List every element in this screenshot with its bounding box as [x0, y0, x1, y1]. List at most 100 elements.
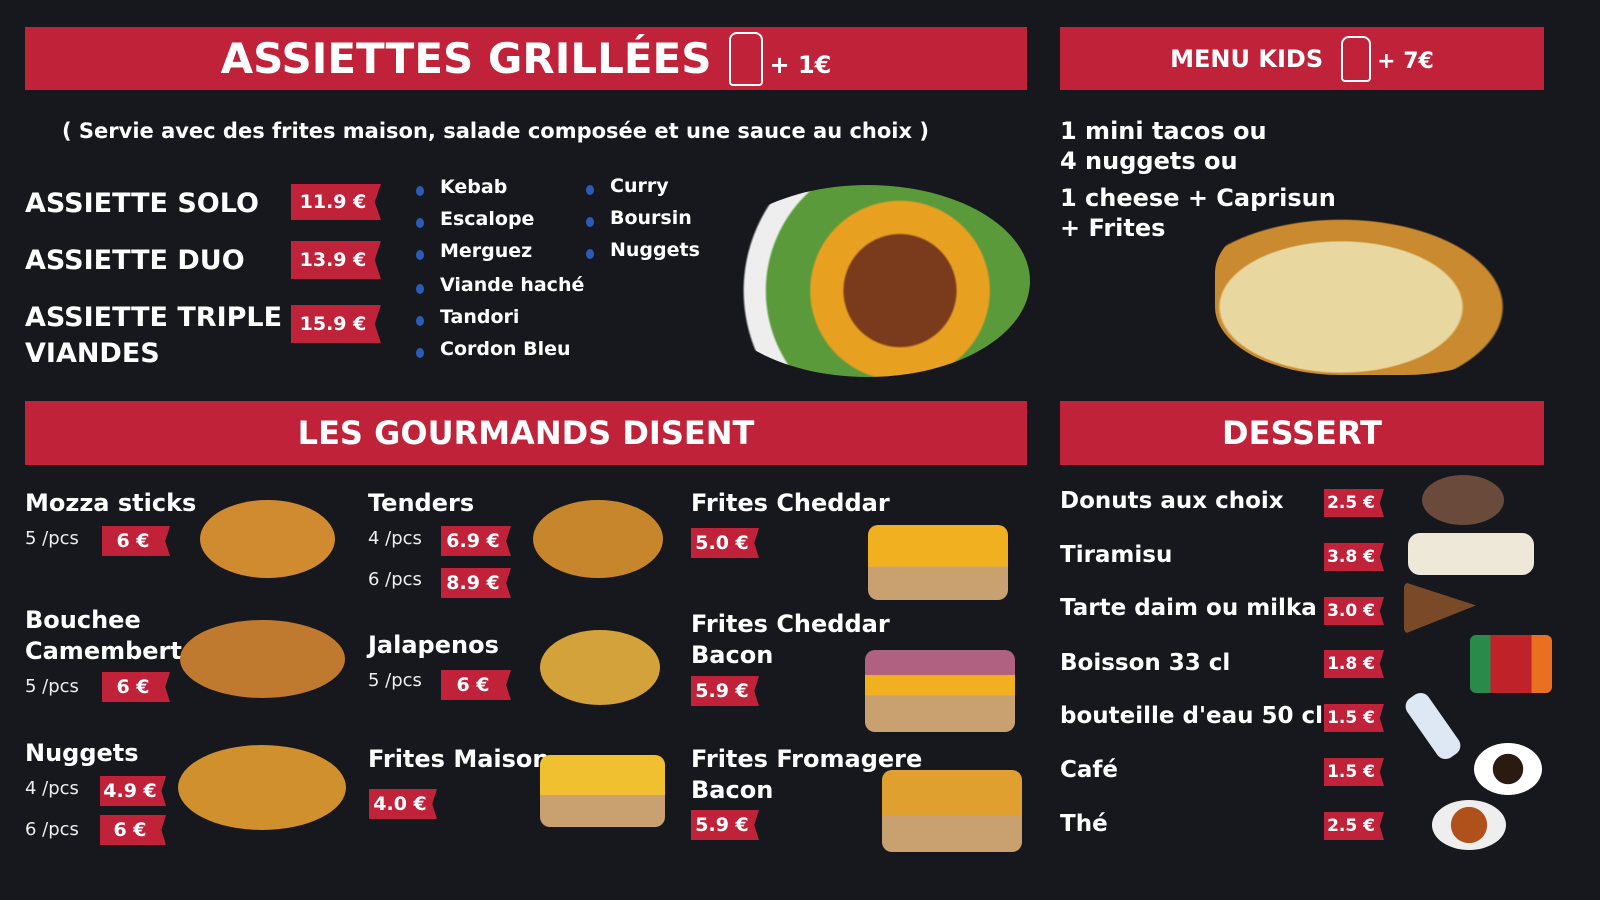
extra-item: Boursin — [586, 207, 692, 229]
bullet-icon — [416, 186, 424, 196]
extra-item: Curry — [586, 175, 669, 197]
price-tag: 3.0 € — [1324, 597, 1384, 625]
kids-title: MENU KIDS — [1170, 44, 1324, 73]
meat-label: Tandori — [440, 306, 520, 328]
water-bottle-image — [1401, 689, 1465, 763]
bullet-icon — [416, 218, 424, 228]
bullet-icon — [416, 250, 424, 260]
meat-item: Cordon Bleu — [416, 338, 571, 360]
price-tag: 5.9 € — [691, 676, 759, 706]
price-tag: 2.5 € — [1324, 489, 1384, 517]
drink-bottle-can-icon — [1341, 35, 1372, 82]
meat-label: Viande haché — [440, 274, 585, 296]
dessert-item: Café — [1060, 757, 1119, 783]
meat-label: Cordon Bleu — [440, 338, 571, 360]
extra-item: Nuggets — [586, 239, 700, 261]
dessert-title: DESSERT — [1222, 414, 1382, 452]
drink-bottle-can-icon — [729, 31, 764, 86]
dessert-item: bouteille d'eau 50 cl — [1060, 703, 1324, 729]
assiette-solo: ASSIETTE SOLO — [25, 188, 259, 219]
price-tag: 5.9 € — [691, 810, 759, 840]
price-tag: 6.9 € — [441, 526, 511, 556]
extras-list: Curry Boursin Nuggets — [586, 175, 706, 275]
kids-line: 4 nuggets ou — [1060, 147, 1238, 175]
meat-item: Kebab — [416, 176, 507, 198]
gourmands-title: LES GOURMANDS DISENT — [297, 414, 755, 452]
meat-label: Escalope — [440, 208, 535, 230]
dessert-banner: DESSERT — [1060, 401, 1544, 465]
assiettes-subtitle: ( Servie avec des frites maison, salade … — [62, 119, 929, 143]
price-tag: 1.5 € — [1324, 758, 1384, 786]
item-name: Tenders — [368, 489, 475, 517]
assiette-duo: ASSIETTE DUO — [25, 245, 245, 276]
nuggets-image — [178, 745, 346, 830]
price-tag: 5.0 € — [691, 528, 759, 558]
item-pcs: 5 /pcs — [368, 670, 422, 691]
tarte-image — [1404, 582, 1476, 634]
price-tag: 6 € — [441, 670, 511, 700]
bullet-icon — [586, 249, 594, 259]
item-name: Frites Cheddar Bacon — [691, 610, 890, 669]
meat-item: Tandori — [416, 306, 519, 328]
assiettes-title: ASSIETTES GRILLÉES — [220, 34, 712, 83]
price-tag: 11.9 € — [291, 184, 381, 220]
drink-extra-price: + 1€ — [769, 50, 832, 79]
frites-fromagere-bacon-image — [882, 770, 1022, 852]
frites-cheddar-bacon-image — [865, 650, 1015, 732]
dessert-item: Tarte daim ou milka — [1060, 595, 1317, 621]
item-name: Jalapenos — [368, 631, 499, 659]
frites-cheddar-image — [868, 525, 1008, 600]
tea-cup-image — [1432, 800, 1506, 850]
assiettes-banner: ASSIETTES GRILLÉES + 1€ — [25, 27, 1027, 90]
dessert-item: Tiramisu — [1060, 542, 1173, 568]
mozza-sticks-image — [200, 500, 335, 578]
bullet-icon — [416, 316, 424, 326]
tenders-image — [533, 500, 663, 578]
price-tag: 2.5 € — [1324, 812, 1384, 840]
meat-item: Viande haché — [416, 274, 584, 296]
bullet-icon — [586, 217, 594, 227]
item-pcs: 4 /pcs — [368, 528, 422, 549]
bullet-icon — [416, 348, 424, 358]
kids-drink-extra: + 7€ — [1377, 49, 1434, 74]
kids-line: + Frites — [1060, 214, 1166, 242]
meat-label: Merguez — [440, 240, 533, 262]
extra-label: Boursin — [610, 207, 692, 229]
jalapenos-image — [540, 630, 660, 705]
price-tag: 15.9 € — [291, 305, 381, 343]
camembert-image — [180, 620, 345, 698]
price-tag: 4.0 € — [369, 789, 437, 819]
price-tag: 1.8 € — [1324, 650, 1384, 678]
meat-list: Kebab Escalope Merguez Viande haché Tand… — [416, 176, 596, 376]
price-tag: 4.9 € — [100, 776, 166, 806]
donuts-image — [1422, 475, 1504, 525]
price-tag: 6 € — [102, 672, 170, 702]
frites-maison-image — [540, 755, 665, 827]
extra-label: Nuggets — [610, 239, 700, 261]
item-name: Bouchee Camembert — [25, 606, 182, 665]
tiramisu-image — [1408, 533, 1534, 575]
price-tag: 6 € — [102, 526, 170, 556]
meat-label: Kebab — [440, 176, 508, 198]
kids-meal-image — [1215, 205, 1530, 375]
cans-image — [1470, 635, 1552, 693]
price-tag: 13.9 € — [291, 241, 381, 279]
price-tag: 3.8 € — [1324, 543, 1384, 571]
price-tag: 8.9 € — [441, 568, 511, 598]
assiette-triple: ASSIETTE TRIPLE VIANDES — [25, 302, 283, 369]
item-pcs: 5 /pcs — [25, 676, 79, 697]
item-name: Frites Maison — [368, 745, 550, 773]
grilled-plate-image — [705, 185, 1030, 377]
item-name: Frites Fromagere Bacon — [691, 745, 923, 804]
kids-line: 1 mini tacos ou — [1060, 117, 1267, 145]
item-name: Frites Cheddar — [691, 489, 890, 517]
item-pcs: 6 /pcs — [368, 569, 422, 590]
item-name: Nuggets — [25, 739, 139, 767]
coffee-cup-image — [1474, 743, 1542, 795]
meat-item: Merguez — [416, 240, 532, 262]
item-name: Mozza sticks — [25, 489, 197, 517]
item-pcs: 4 /pcs — [25, 778, 79, 799]
price-tag: 6 € — [100, 815, 166, 845]
price-tag: 1.5 € — [1324, 704, 1384, 732]
dessert-item: Donuts aux choix — [1060, 488, 1284, 514]
